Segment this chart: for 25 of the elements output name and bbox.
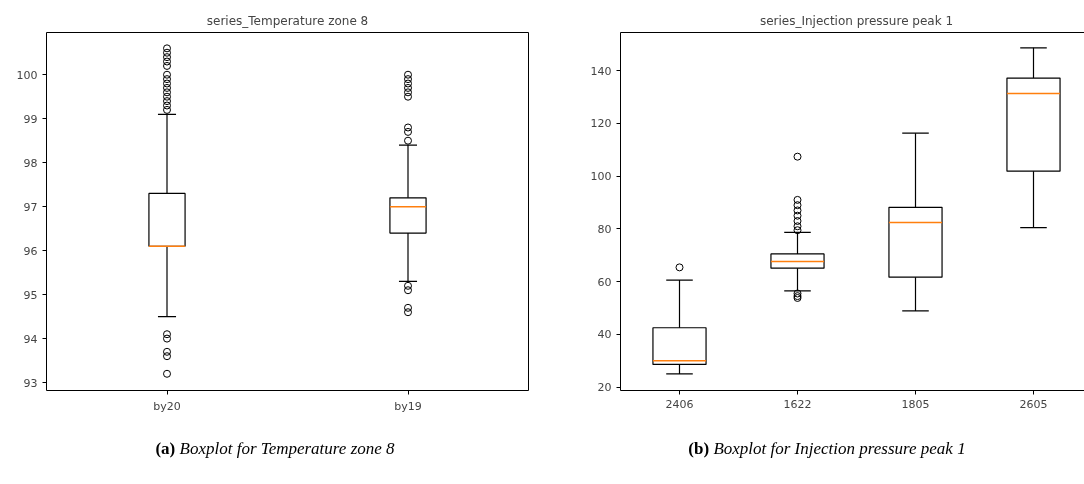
- y-tick-label: 100: [16, 68, 38, 82]
- y-tick-label: 97: [23, 200, 38, 214]
- y-tick-label: 100: [590, 170, 612, 184]
- text: (b) Boxplot for Injection pressure peak 1: [688, 438, 966, 460]
- x-tick-label: by19: [394, 399, 422, 413]
- y-tick-label: 40: [597, 328, 612, 342]
- y-tick-label: 140: [590, 64, 612, 78]
- x-tick-label: 2406: [665, 397, 694, 411]
- chart-title: series_Injection pressure peak 1: [759, 13, 954, 28]
- y-tick-label: 120: [590, 117, 612, 131]
- x-tick-label: 1805: [901, 397, 930, 411]
- y-tick-label: 96: [23, 244, 38, 258]
- y-tick-label: 98: [23, 156, 38, 170]
- text: (a) Boxplot for Temperature zone 8: [155, 438, 395, 460]
- y-tick-label: 93: [23, 376, 38, 390]
- chart-title: series_Temperature zone 8: [206, 13, 369, 28]
- y-tick-label: 20: [597, 381, 612, 395]
- y-tick-label: 94: [23, 332, 38, 346]
- x-tick-label: 1622: [783, 397, 812, 411]
- y-tick-label: 60: [597, 275, 612, 289]
- y-tick-label: 95: [23, 288, 38, 302]
- y-tick-label: 80: [597, 222, 612, 236]
- y-tick-label: 99: [23, 112, 38, 126]
- x-tick-label: 2605: [1019, 397, 1048, 411]
- x-tick-label: by20: [153, 399, 181, 413]
